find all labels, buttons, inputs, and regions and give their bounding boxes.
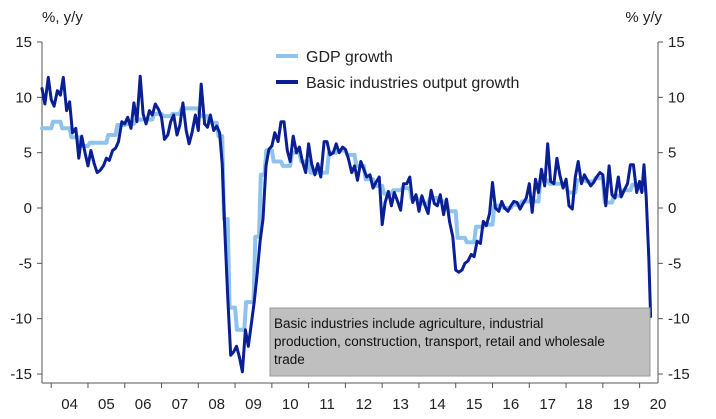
x-tick-label: 12 — [355, 396, 372, 413]
y-axis-unit-left: %, y/y — [42, 9, 83, 26]
x-tick-label: 08 — [208, 396, 225, 413]
axes: 15 15 10 10 5 5 0 0 -5 -5 -10 -10 -15 -15 04 05 06 07 08 09… — [10, 9, 689, 413]
y-tick-label-left: -10 — [10, 311, 32, 328]
x-tick-label: 14 — [429, 396, 446, 413]
x-tick-label: 16 — [503, 396, 520, 413]
x-tick-label: 20 — [650, 396, 667, 413]
y-tick-label-right: 15 — [668, 34, 685, 51]
x-tick-label: 06 — [135, 396, 152, 413]
x-tick-label: 13 — [392, 396, 409, 413]
legend-label-gdp-growth: GDP growth — [306, 49, 393, 66]
y-tick-label-left: 15 — [15, 34, 32, 51]
y-tick-label-left: -5 — [19, 255, 32, 272]
y-tick-label-right: 0 — [668, 200, 676, 217]
series-layer — [40, 74, 653, 374]
annotation-line: production, construction, transport, ret… — [274, 334, 605, 349]
annotation-background — [269, 307, 651, 377]
y-tick-label-left: 10 — [15, 89, 32, 106]
series-line-gdp-growth — [40, 106, 646, 332]
y-tick-label-left: 0 — [24, 200, 32, 217]
y-axis-unit-right: % y/y — [625, 9, 662, 26]
y-tick-label-right: -10 — [668, 311, 690, 328]
x-tick-label: 15 — [466, 396, 483, 413]
annotation-text: Basic industries include agriculture, in… — [274, 316, 605, 367]
y-tick-label-left: 5 — [24, 145, 32, 162]
x-tick-label: 04 — [61, 396, 78, 413]
x-tick-label: 10 — [282, 396, 299, 413]
y-tick-label-right: 5 — [668, 145, 676, 162]
annotation-line: Basic industries include agriculture, in… — [274, 316, 543, 331]
series-line-basic-industries — [40, 74, 653, 374]
x-tick-label: 05 — [98, 396, 115, 413]
x-tick-label: 09 — [245, 396, 262, 413]
x-tick-label: 17 — [539, 396, 556, 413]
y-tick-label-right: -5 — [668, 255, 681, 272]
y-tick-label-left: -15 — [10, 366, 32, 383]
x-tick-label: 18 — [576, 396, 593, 413]
x-tick-label: 11 — [319, 396, 335, 413]
y-tick-label-right: 10 — [668, 89, 685, 106]
annotation-box: Basic industries include agriculture, in… — [269, 307, 651, 377]
legend: GDP growth Basic industries output growth — [276, 49, 519, 92]
y-tick-label-right: -15 — [668, 366, 690, 383]
annotation-line: trade — [274, 352, 305, 367]
legend-label-basic-industries: Basic industries output growth — [306, 75, 519, 92]
x-tick-label: 07 — [172, 396, 189, 413]
x-tick-label: 19 — [613, 396, 630, 413]
